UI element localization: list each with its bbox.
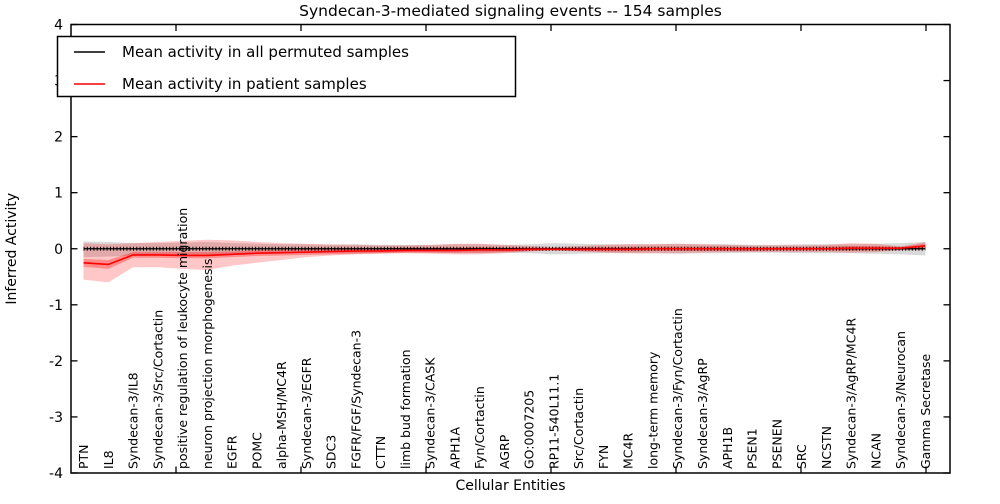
x-category-label: Syndecan-3/IL8 (126, 372, 141, 469)
x-category-label: CTTN (373, 436, 388, 469)
x-category-label: Syndecan-3/AgRP/MC4R (844, 318, 859, 469)
x-category-label: GO:0007205 (522, 390, 537, 469)
patient-std-band (83, 239, 926, 283)
x-category-label: SDC3 (324, 435, 339, 469)
x-category-label: Fyn/Cortactin (472, 386, 487, 469)
x-category-label: long-term memory (645, 351, 660, 469)
legend-label-patient: Mean activity in patient samples (122, 75, 367, 93)
x-category-label: PSENEN (769, 419, 784, 469)
x-category-label: PSEN1 (745, 428, 760, 469)
x-axis-label: Cellular Entities (455, 478, 565, 494)
series-lines (83, 245, 926, 266)
x-category-label: limb bud formation (398, 349, 413, 469)
chart-title: Syndecan-3-mediated signaling events -- … (299, 2, 722, 20)
legend-box (56, 35, 517, 98)
x-category-label: Syndecan-3/Neurocan (893, 331, 908, 469)
x-category-label: FGFR/FGF/Syndecan-3 (348, 330, 363, 469)
x-category-label: APH1B (720, 427, 735, 469)
x-category-label: RP11-540L11.1 (546, 374, 561, 469)
patient-inner-band (83, 243, 926, 269)
y-axis-label: Inferred Activity (4, 193, 20, 305)
x-category-label: Gamma Secretase (918, 354, 933, 469)
x-category-labels: PTN IL8 Syndecan-3/IL8 Syndecan-3/Src/Corta… (76, 208, 933, 469)
y-tick-label: 2 (54, 130, 63, 146)
x-category-label: alpha-MSH/MC4R (274, 361, 289, 469)
y-tick-label: -3 (49, 410, 63, 426)
x-category-label: neuron projection morphogenesis (200, 258, 215, 469)
x-category-label: FYN (596, 445, 611, 469)
x-category-label: SRC (794, 444, 809, 469)
x-category-label: EGFR (225, 435, 240, 469)
x-category-label: IL8 (101, 450, 116, 469)
x-category-label: Syndecan-3/EGFR (299, 357, 314, 469)
x-category-label: AGRP (497, 434, 512, 469)
y-tick-label: 0 (54, 242, 63, 258)
y-tick-label: 4 (54, 18, 63, 34)
x-category-label: positive regulation of leukocyte migrati… (175, 208, 190, 469)
legend-label-permuted: Mean activity in all permuted samples (122, 43, 409, 61)
y-tick-label: -4 (49, 466, 63, 482)
y-tick-label: -2 (49, 354, 63, 370)
x-category-label: Syndecan-3/Fyn/Cortactin (670, 308, 685, 469)
x-category-label: Src/Cortactin (571, 388, 586, 469)
x-category-label: MC4R (621, 433, 636, 469)
patient-mean-line (83, 245, 926, 266)
y-tick-label: -1 (49, 298, 63, 314)
x-category-label: Syndecan-3/CASK (423, 357, 438, 469)
x-category-label: Syndecan-3/Src/Cortactin (150, 310, 165, 469)
x-category-label: POMC (249, 432, 264, 469)
x-category-label: Syndecan-3/AgRP (695, 358, 710, 469)
x-category-label: NCAN (868, 433, 883, 469)
axis-ticks (71, 23, 950, 474)
x-category-label: NCSTN (819, 426, 834, 469)
y-tick-label: 1 (54, 186, 63, 202)
x-category-label: PTN (76, 444, 91, 469)
x-category-label: APH1A (447, 427, 462, 469)
legend: Mean activity in all permuted samples Me… (56, 35, 517, 98)
